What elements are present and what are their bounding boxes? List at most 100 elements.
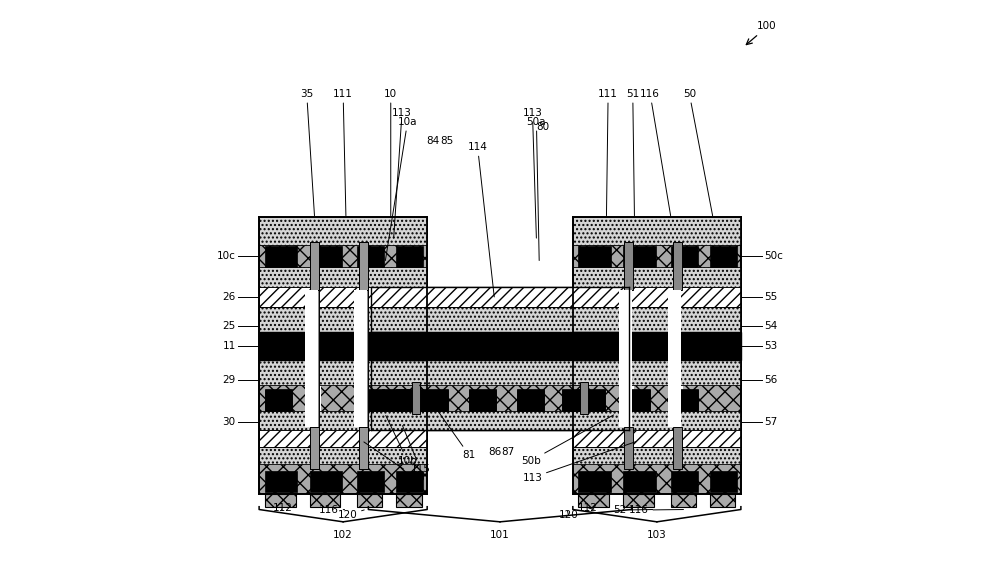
Bar xyxy=(623,390,650,412)
Bar xyxy=(359,242,368,469)
Bar xyxy=(671,246,698,267)
Text: 53: 53 xyxy=(764,341,778,351)
Bar xyxy=(310,246,342,267)
Bar xyxy=(671,471,698,492)
Bar xyxy=(573,447,741,463)
Bar xyxy=(259,412,427,430)
Bar xyxy=(259,267,427,287)
Bar xyxy=(573,332,741,360)
Bar xyxy=(357,390,384,412)
Bar xyxy=(710,494,735,507)
Text: 54: 54 xyxy=(764,321,778,331)
Bar xyxy=(469,390,496,412)
Bar xyxy=(371,332,629,360)
Bar xyxy=(580,382,588,414)
Bar xyxy=(382,389,409,410)
Bar xyxy=(259,430,427,447)
Bar xyxy=(673,427,682,469)
Bar xyxy=(371,287,629,430)
Bar xyxy=(259,287,427,307)
Text: 120: 120 xyxy=(558,510,578,520)
Bar xyxy=(371,287,629,307)
Bar xyxy=(578,246,611,267)
Bar xyxy=(305,291,318,427)
Bar xyxy=(623,471,656,492)
Bar xyxy=(259,332,427,360)
Text: 113: 113 xyxy=(523,109,542,238)
Bar xyxy=(265,471,297,492)
Bar xyxy=(422,390,448,412)
Text: 100: 100 xyxy=(757,21,776,31)
Bar xyxy=(265,390,292,412)
Text: 81: 81 xyxy=(420,385,476,460)
Text: 113: 113 xyxy=(523,441,636,482)
Text: 52: 52 xyxy=(613,505,653,515)
Bar xyxy=(359,427,368,469)
Text: 56: 56 xyxy=(764,374,778,385)
Text: 101: 101 xyxy=(490,530,510,540)
Bar xyxy=(265,246,297,267)
Bar xyxy=(259,217,427,494)
Text: 50: 50 xyxy=(683,89,713,216)
Bar xyxy=(578,389,605,410)
Bar xyxy=(396,246,423,267)
Bar xyxy=(573,430,741,447)
Bar xyxy=(354,291,367,427)
Bar xyxy=(310,242,319,469)
Bar xyxy=(562,390,589,412)
Bar xyxy=(619,291,632,427)
Text: 29: 29 xyxy=(222,374,236,385)
Bar xyxy=(573,360,741,385)
Bar xyxy=(412,382,420,414)
Bar xyxy=(310,242,319,291)
Text: 112: 112 xyxy=(273,503,293,513)
Bar xyxy=(517,390,544,412)
Text: 116: 116 xyxy=(629,505,683,515)
Bar xyxy=(382,390,409,412)
Bar xyxy=(671,390,698,412)
Bar xyxy=(357,471,384,492)
Text: 85: 85 xyxy=(440,136,453,146)
Bar xyxy=(357,494,382,507)
Bar xyxy=(573,307,741,332)
Text: 50c: 50c xyxy=(764,251,783,261)
Bar xyxy=(710,471,737,492)
Bar xyxy=(573,217,741,245)
Text: 111: 111 xyxy=(598,89,618,216)
Bar xyxy=(622,290,634,427)
Bar xyxy=(573,217,741,494)
Text: 10b: 10b xyxy=(386,415,417,466)
Bar xyxy=(396,390,423,412)
Bar xyxy=(396,389,423,410)
Bar xyxy=(422,389,448,410)
Text: 55: 55 xyxy=(764,292,778,302)
Bar xyxy=(623,246,656,267)
Bar xyxy=(673,242,682,291)
Text: 102: 102 xyxy=(333,530,353,540)
Text: 115: 115 xyxy=(402,426,430,474)
Bar xyxy=(265,389,292,410)
Text: 57: 57 xyxy=(764,417,778,427)
Text: 113: 113 xyxy=(392,109,412,238)
Text: 10c: 10c xyxy=(217,251,236,261)
Bar xyxy=(371,307,629,332)
Text: 50a: 50a xyxy=(527,117,546,261)
Bar xyxy=(668,291,681,427)
Bar xyxy=(624,242,633,291)
Text: 87: 87 xyxy=(501,447,514,457)
Text: 51: 51 xyxy=(626,89,639,216)
Bar xyxy=(357,389,384,410)
Bar xyxy=(623,389,650,410)
Text: 10: 10 xyxy=(384,89,397,216)
Bar xyxy=(371,412,629,430)
Bar xyxy=(396,494,422,507)
Bar xyxy=(259,217,427,245)
Bar xyxy=(359,242,368,291)
Bar xyxy=(710,246,737,267)
Text: 116: 116 xyxy=(319,505,345,515)
Bar xyxy=(310,494,340,507)
Bar xyxy=(357,290,369,427)
Text: 113: 113 xyxy=(364,442,426,482)
Bar xyxy=(578,471,611,492)
Bar xyxy=(671,389,698,410)
